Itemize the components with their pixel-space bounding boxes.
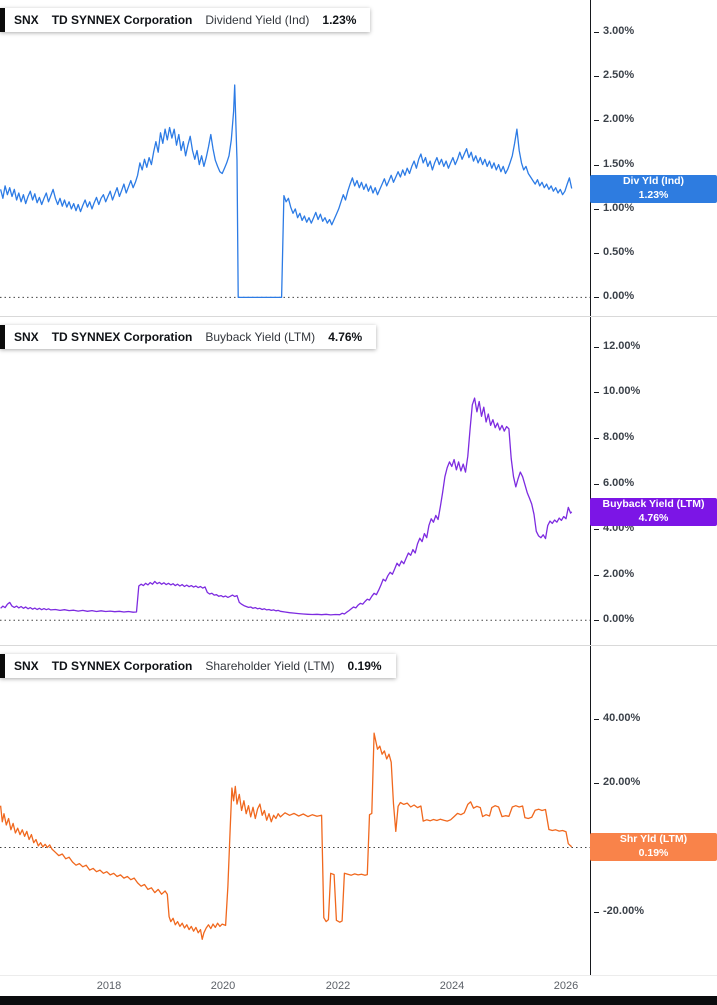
y-axis-tick: 2.00% xyxy=(594,113,634,125)
y-axis-buyback[interactable]: 12.00% 10.00% 8.00% 6.00% 4.00% 2.00% 0.00% xyxy=(590,317,717,645)
panel-shareholder-yield: 40.00%20.00%0.00%-20.00% SNX TD SYNNEX C… xyxy=(0,645,717,975)
metric-value: 4.76% xyxy=(328,330,363,344)
company-name: TD SYNNEX Corporation xyxy=(51,13,193,27)
badge-label: Buyback Yield (LTM) xyxy=(602,498,705,511)
company-name: TD SYNNEX Corporation xyxy=(51,330,193,344)
ticker-symbol: SNX xyxy=(14,13,39,27)
buyback-yield-line-chart[interactable] xyxy=(0,317,590,645)
y-axis-shareholder[interactable]: 40.00%20.00%0.00%-20.00% xyxy=(590,646,717,975)
x-axis-tick: 2024 xyxy=(439,980,465,992)
y-axis-tick: 20.00% xyxy=(594,776,640,788)
shareholder-yield-line-chart[interactable] xyxy=(0,646,590,975)
chart-legend-shareholder[interactable]: SNX TD SYNNEX Corporation Shareholder Yi… xyxy=(0,654,396,678)
chart-legend-buyback[interactable]: SNX TD SYNNEX Corporation Buyback Yield … xyxy=(0,325,377,349)
y-axis-dividend[interactable]: 3.00% 2.50% 2.00% 1.50% 1.00% 0.50% 0.00% xyxy=(590,0,717,316)
y-axis-tick: 2.50% xyxy=(594,69,634,81)
ticker-symbol: SNX xyxy=(14,330,39,344)
badge-label: Shr Yld (LTM) xyxy=(619,833,688,846)
badge-value: 0.19% xyxy=(638,847,669,859)
metric-value: 1.23% xyxy=(322,13,357,27)
y-axis-tick: 1.00% xyxy=(594,202,634,214)
metric-name: Buyback Yield (LTM) xyxy=(205,330,316,344)
y-axis-tick: 2.00% xyxy=(594,568,634,580)
last-value-badge-buyback: Buyback Yield (LTM) 4.76% xyxy=(590,498,717,526)
y-axis-tick: 3.00% xyxy=(594,25,634,37)
y-axis-tick: 0.00% xyxy=(594,613,634,625)
last-value-badge-shareholder: Shr Yld (LTM) 0.19% xyxy=(590,833,717,861)
badge-label: Div Yld (Ind) xyxy=(622,175,685,188)
badge-value: 1.23% xyxy=(638,189,669,201)
y-axis-tick: 10.00% xyxy=(594,385,640,397)
metric-name: Dividend Yield (Ind) xyxy=(205,13,310,27)
series-line xyxy=(0,397,573,616)
x-axis-tick: 2018 xyxy=(96,980,122,992)
ticker-symbol: SNX xyxy=(14,659,39,673)
series-line xyxy=(0,84,573,299)
y-axis-tick: 0.00% xyxy=(594,290,634,302)
metric-name: Shareholder Yield (LTM) xyxy=(205,659,335,673)
x-axis-tick: 2022 xyxy=(325,980,351,992)
y-axis-tick: 6.00% xyxy=(594,477,634,489)
badge-value: 4.76% xyxy=(638,512,669,524)
last-value-badge-dividend: Div Yld (Ind) 1.23% xyxy=(590,175,717,203)
x-axis-tick: 2026 xyxy=(553,980,579,992)
x-axis-tick: 2020 xyxy=(210,980,236,992)
y-axis-tick: 8.00% xyxy=(594,431,634,443)
y-axis-tick: 1.50% xyxy=(594,158,634,170)
panel-dividend-yield: 3.00% 2.50% 2.00% 1.50% 1.00% 0.50% 0.00% SNX … xyxy=(0,0,717,316)
company-name: TD SYNNEX Corporation xyxy=(51,659,193,673)
y-axis-tick: 12.00% xyxy=(594,340,640,352)
series-line xyxy=(0,732,573,940)
panel-buyback-yield: 12.00% 10.00% 8.00% 6.00% 4.00% 2.00% 0.00% SN… xyxy=(0,316,717,645)
y-axis-tick: 40.00% xyxy=(594,712,640,724)
metric-value: 0.19% xyxy=(347,659,382,673)
y-axis-tick: -20.00% xyxy=(594,905,644,917)
x-axis[interactable]: 2018 2020 2022 2024 2026 xyxy=(0,975,717,996)
dividend-yield-line-chart[interactable] xyxy=(0,0,590,316)
y-axis-tick: 0.50% xyxy=(594,246,634,258)
bottom-panel-edge xyxy=(0,996,717,1005)
chart-legend-dividend[interactable]: SNX TD SYNNEX Corporation Dividend Yield… xyxy=(0,8,371,32)
